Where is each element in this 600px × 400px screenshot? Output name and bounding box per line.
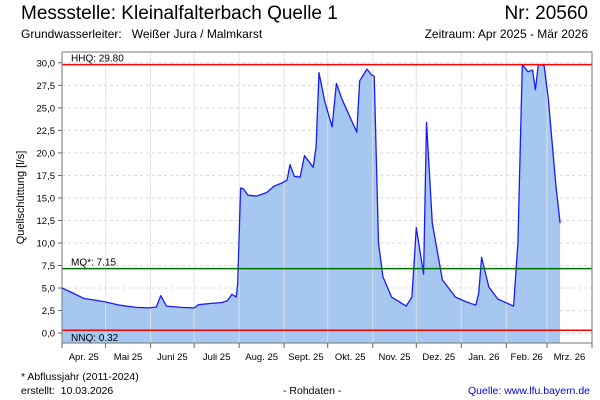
y-axis-label: Quellschüttung [l/s] — [15, 151, 27, 245]
reference-label: NNQ: 0.32 — [71, 333, 119, 344]
y-tick-label: 10,0 — [37, 238, 56, 249]
discharge-area — [62, 64, 561, 343]
x-tick-label: Mai 25 — [114, 352, 143, 363]
y-tick-label: 17,5 — [37, 171, 56, 182]
x-tick-label: Apr. 25 — [69, 352, 99, 363]
x-tick-label: Mrz. 26 — [554, 352, 586, 363]
reference-label: HHQ: 29.80 — [71, 54, 124, 65]
y-tick-label: 25,0 — [37, 103, 56, 114]
x-tick-label: Feb. 26 — [511, 352, 543, 363]
station-title: Messstelle: Kleinalfalterbach Quelle 1 — [21, 3, 338, 24]
source-link[interactable]: Quelle: www.lfu.bayern.de — [468, 385, 590, 397]
aquifer-label: Grundwasserleiter: Weißer Jura / Malmkar… — [21, 27, 263, 41]
plot-frame — [61, 51, 593, 344]
discharge-line — [61, 63, 561, 309]
x-tick-label: Juli 25 — [203, 352, 230, 363]
x-tick-label: Jan. 26 — [468, 352, 499, 363]
y-tick-label: 0,0 — [42, 329, 55, 340]
y-tick-label: 30,0 — [37, 58, 56, 69]
y-tick-label: 20,0 — [37, 148, 56, 159]
footnote-reference-period: * Abflussjahr (2011-2024) — [21, 371, 139, 383]
x-tick-label: Juni 25 — [157, 352, 188, 363]
y-tick-label: 27,5 — [37, 81, 56, 92]
y-tick-label: 7,5 — [42, 261, 55, 272]
x-tick-label: Okt. 25 — [335, 352, 366, 363]
y-tick-label: 22,5 — [37, 126, 56, 137]
period-label: Zeitraum: Apr 2025 - Mär 2026 — [424, 27, 588, 41]
x-tick-label: Nov. 25 — [378, 352, 410, 363]
y-tick-label: 15,0 — [37, 193, 56, 204]
y-tick-label: 5,0 — [42, 284, 55, 295]
y-tick-label: 2,5 — [42, 306, 55, 317]
x-tick-label: Sept. 25 — [288, 352, 323, 363]
created-date: erstellt: 10.03.2026 — [21, 385, 114, 397]
x-tick-label: Dez. 25 — [422, 352, 455, 363]
x-tick-label: Aug. 25 — [245, 352, 278, 363]
reference-label: MQ*: 7.15 — [71, 258, 116, 269]
y-tick-label: 12,5 — [37, 216, 56, 227]
raw-data-label: - Rohdaten - — [283, 385, 342, 397]
station-number: Nr: 20560 — [504, 3, 588, 24]
